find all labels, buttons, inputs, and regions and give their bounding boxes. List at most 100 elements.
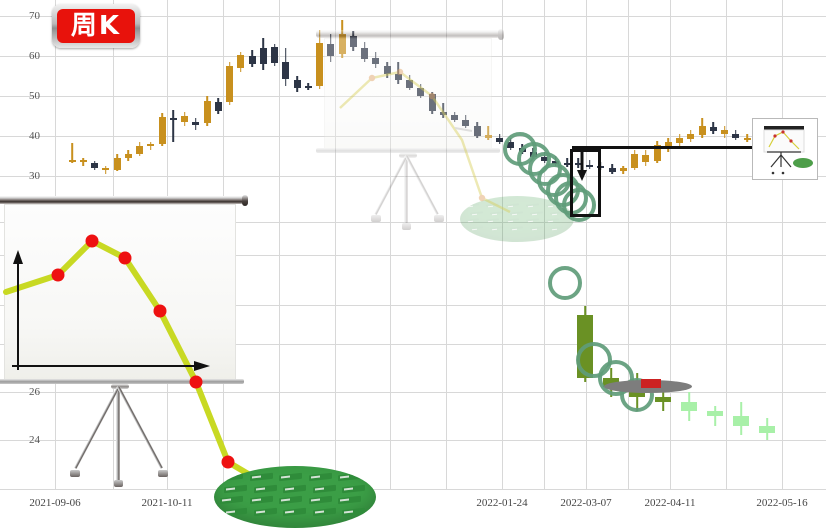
candle-body <box>473 125 481 136</box>
grid-line-h <box>0 392 826 393</box>
x-axis-tick: 2022-04-11 <box>644 497 696 509</box>
candle-body <box>113 158 121 170</box>
grid-line-h <box>0 440 826 441</box>
candle-wick <box>566 158 568 168</box>
candle-body <box>439 111 447 116</box>
candle-body <box>158 116 166 144</box>
candlestick <box>631 150 638 170</box>
candle-body <box>721 130 728 135</box>
candle-wick <box>662 392 664 412</box>
candlestick <box>248 50 256 68</box>
candlestick <box>226 61 233 105</box>
candle-body <box>394 73 402 80</box>
green-disc-graphic <box>214 466 376 528</box>
candle-wick <box>104 166 107 175</box>
candle-body <box>361 47 368 60</box>
candle-body <box>655 396 671 402</box>
candle-body <box>102 167 110 171</box>
candlestick <box>113 153 121 172</box>
candlestick <box>304 83 312 91</box>
candle-body <box>451 115 458 120</box>
candle-body <box>733 415 749 426</box>
candle-body <box>698 126 706 136</box>
grid-line-h <box>0 305 826 306</box>
candlestick <box>664 137 672 152</box>
graphic-thumbnail-icon[interactable] <box>752 118 818 180</box>
projector-screen-ghost <box>316 29 504 240</box>
candlestick <box>586 160 593 169</box>
candlestick <box>721 125 728 138</box>
grid-line-h <box>0 96 826 97</box>
candle-body <box>124 153 132 159</box>
candle-body <box>619 167 627 172</box>
candlestick <box>124 150 132 161</box>
candle-body <box>687 134 695 140</box>
candle-wick <box>397 61 400 84</box>
candlestick <box>642 149 650 166</box>
candle-body <box>338 33 346 55</box>
candlestick <box>439 103 447 118</box>
candlestick <box>214 97 222 115</box>
ring-marker <box>548 266 582 300</box>
grid-line-v <box>446 0 447 490</box>
grid-line-h <box>0 222 826 223</box>
candle-body <box>169 117 177 120</box>
weekly-k-badge[interactable]: 周K <box>52 4 140 48</box>
candlestick <box>282 48 290 87</box>
candlestick <box>349 31 357 52</box>
candlestick <box>698 117 706 138</box>
candlestick <box>676 134 683 147</box>
x-axis-tick: 2022-05-16 <box>756 497 808 509</box>
candle-body <box>574 163 582 166</box>
candle-body <box>136 146 143 154</box>
candle-body <box>743 137 751 140</box>
grid-line-v <box>726 0 727 490</box>
candlestick <box>136 142 143 156</box>
candlestick <box>293 76 301 92</box>
candle-wick <box>71 143 73 164</box>
candlestick <box>496 134 503 144</box>
candlestick <box>271 44 278 66</box>
candlestick <box>316 30 323 89</box>
candlestick <box>394 61 402 84</box>
candlestick <box>327 33 335 63</box>
candle-body <box>642 155 650 162</box>
y-axis-tick-main: 60 <box>29 50 40 62</box>
grid-line-v <box>502 0 503 490</box>
grid-line-h <box>0 489 826 490</box>
x-axis-tick: 2022-01-24 <box>476 497 528 509</box>
y-axis-tick-main: 50 <box>29 90 40 102</box>
candlestick <box>91 160 98 170</box>
candle-body <box>316 43 323 87</box>
candlestick <box>743 133 751 143</box>
candlestick <box>169 109 177 142</box>
candle-body <box>732 134 740 138</box>
candle-body <box>676 138 683 144</box>
candle-body <box>68 159 76 162</box>
candlestick <box>338 20 346 58</box>
candle-body <box>327 43 335 56</box>
candlestick <box>361 42 368 63</box>
candle-body <box>226 66 233 102</box>
candle-body <box>203 100 211 124</box>
candlestick <box>102 166 110 175</box>
candle-body <box>406 79 413 88</box>
candle-body <box>282 62 290 80</box>
candle-body <box>428 94 436 112</box>
candle-body <box>383 66 391 75</box>
grid-line-v <box>670 0 671 490</box>
candle-body <box>681 401 697 412</box>
candle-body <box>349 35 357 48</box>
candle-body <box>484 135 492 138</box>
candlestick <box>759 418 775 440</box>
candle-body <box>79 160 87 163</box>
grid-line-h <box>0 136 826 137</box>
candle-body <box>259 47 267 64</box>
weekly-k-badge-label: 周K <box>57 9 135 43</box>
candle-body <box>709 127 717 132</box>
ring-marker <box>562 188 596 222</box>
candlestick <box>655 392 671 412</box>
candlestick <box>563 158 571 168</box>
grid-line-h <box>0 344 826 345</box>
